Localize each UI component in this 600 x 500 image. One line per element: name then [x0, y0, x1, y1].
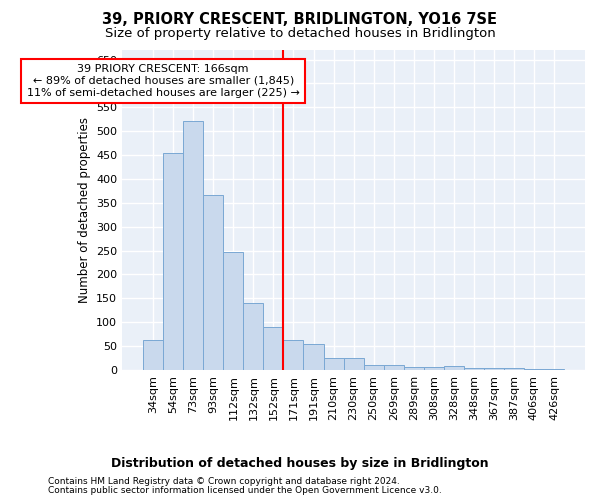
Text: Contains public sector information licensed under the Open Government Licence v3: Contains public sector information licen… [48, 486, 442, 495]
Bar [383, 365, 404, 370]
Text: 39 PRIORY CRESCENT: 166sqm
← 89% of detached houses are smaller (1,845)
11% of s: 39 PRIORY CRESCENT: 166sqm ← 89% of deta… [27, 64, 299, 98]
Bar [244, 303, 263, 370]
Bar [404, 367, 424, 370]
Bar [183, 120, 203, 370]
Bar [143, 340, 163, 370]
Bar [444, 366, 464, 370]
Text: Size of property relative to detached houses in Bridlington: Size of property relative to detached ho… [104, 28, 496, 40]
Bar [464, 368, 484, 370]
Bar [323, 358, 344, 370]
Bar [283, 340, 304, 370]
Text: 39, PRIORY CRESCENT, BRIDLINGTON, YO16 7SE: 39, PRIORY CRESCENT, BRIDLINGTON, YO16 7… [103, 12, 497, 28]
Bar [504, 368, 524, 370]
Bar [364, 365, 383, 370]
Bar [223, 252, 244, 370]
Bar [344, 358, 364, 370]
Y-axis label: Number of detached properties: Number of detached properties [77, 117, 91, 303]
Bar [484, 368, 504, 370]
Bar [163, 152, 183, 370]
Bar [304, 344, 323, 370]
Text: Distribution of detached houses by size in Bridlington: Distribution of detached houses by size … [111, 458, 489, 470]
Bar [203, 194, 223, 370]
Text: Contains HM Land Registry data © Crown copyright and database right 2024.: Contains HM Land Registry data © Crown c… [48, 477, 400, 486]
Bar [524, 368, 544, 370]
Bar [544, 368, 564, 370]
Bar [263, 326, 283, 370]
Bar [424, 367, 444, 370]
